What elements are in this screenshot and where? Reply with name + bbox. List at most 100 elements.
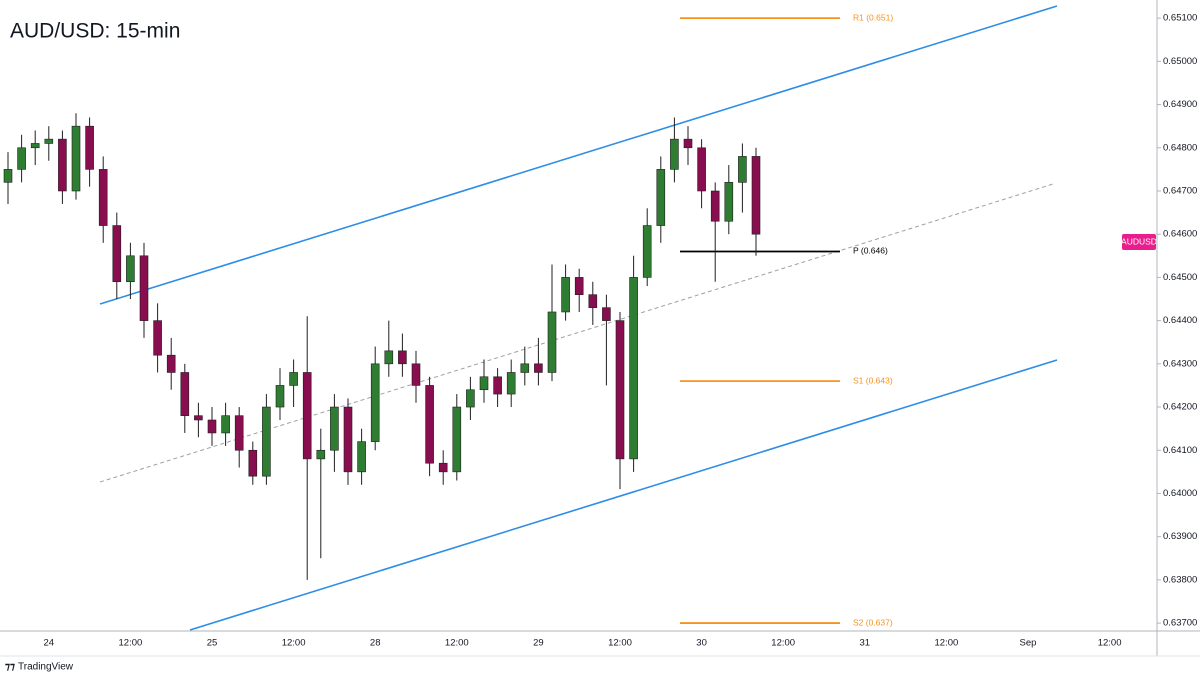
candle-body — [58, 138, 67, 192]
candle-body — [330, 406, 339, 451]
candle-body — [85, 125, 94, 170]
candle-body — [289, 372, 298, 386]
candle-body — [98, 169, 108, 226]
y-tick-label: 0.64100 — [1163, 445, 1197, 456]
candle-body — [17, 147, 26, 170]
channel-upper — [99, 5, 1058, 305]
candle-body — [452, 406, 462, 473]
candle-body — [751, 156, 761, 235]
candle-body — [343, 406, 353, 473]
candle-body — [506, 372, 516, 395]
candle-body — [656, 169, 666, 226]
candle-body — [221, 415, 230, 434]
x-tick-label: 12:00 — [119, 638, 143, 649]
x-tick-label: 12:00 — [1098, 638, 1122, 649]
pivot-label: S1 (0.643) — [853, 375, 893, 385]
symbol-tag: AUDUSD — [1121, 236, 1157, 246]
candle-body — [30, 143, 40, 149]
candle-body — [588, 294, 598, 308]
x-tick-label: 12:00 — [608, 638, 632, 649]
candle-body — [234, 415, 244, 451]
x-tick-label: 12:00 — [445, 638, 469, 649]
x-tick-label: 24 — [44, 638, 55, 649]
y-tick-label: 0.65100 — [1163, 13, 1197, 24]
y-tick-label: 0.64500 — [1163, 272, 1197, 283]
x-tick-label: 12:00 — [771, 638, 795, 649]
candle-body — [629, 277, 638, 460]
y-tick-label: 0.63700 — [1163, 618, 1197, 629]
x-tick-label: 25 — [207, 638, 218, 649]
candle-body — [738, 156, 747, 183]
candle-body — [180, 372, 190, 416]
channel-mid — [99, 183, 1054, 483]
candle-body — [724, 182, 734, 222]
candle-body — [275, 385, 285, 408]
candle-body — [520, 363, 530, 373]
candle-body — [357, 441, 366, 473]
candle-body — [615, 320, 625, 460]
candle-body — [44, 138, 54, 144]
y-tick-label: 0.64700 — [1163, 186, 1197, 197]
candle-body — [316, 449, 326, 460]
candle-body — [438, 462, 448, 473]
x-tick-label: 31 — [860, 638, 871, 649]
candle-body — [153, 320, 162, 356]
logo-mark: ⁊⁊ — [5, 662, 15, 673]
candle-body — [207, 419, 217, 434]
y-tick-label: 0.64900 — [1163, 99, 1197, 110]
x-tick-label: 29 — [533, 638, 544, 649]
candle-body — [112, 225, 122, 283]
candle-body — [602, 307, 611, 321]
candle-body — [384, 350, 394, 365]
pivot-label: P (0.646) — [853, 246, 888, 256]
y-tick-label: 0.64000 — [1163, 488, 1197, 499]
candle-body — [642, 225, 652, 278]
candle-body — [194, 415, 203, 421]
y-tick-label: 0.63800 — [1163, 574, 1197, 585]
candle-body — [398, 350, 407, 365]
candle-body — [493, 376, 502, 395]
y-tick-label: 0.65000 — [1163, 56, 1197, 67]
candle-body — [547, 311, 557, 373]
candle-body — [425, 385, 434, 464]
y-tick-label: 0.64400 — [1163, 315, 1197, 326]
candle-body — [411, 363, 421, 386]
y-tick-label: 0.64200 — [1163, 402, 1197, 413]
candle-body — [697, 147, 706, 192]
candle-body — [534, 363, 543, 373]
candle-body — [3, 169, 13, 183]
x-tick-label: Sep — [1020, 638, 1037, 649]
x-tick-label: 30 — [696, 638, 707, 649]
chart-title: AUD/USD: 15-min — [10, 20, 180, 43]
y-tick-label: 0.64600 — [1163, 229, 1197, 240]
candle-body — [71, 125, 81, 192]
candle-body — [126, 255, 135, 283]
candle-body — [166, 354, 176, 373]
candle-body — [139, 255, 149, 321]
candle-body — [479, 376, 489, 391]
pivot-label: R1 (0.651) — [853, 12, 893, 22]
y-tick-label: 0.64800 — [1163, 142, 1197, 153]
candle-body — [262, 406, 271, 477]
candle-body — [370, 363, 380, 442]
symbol-tag-bg — [1122, 234, 1156, 250]
x-tick-label: 12:00 — [282, 638, 306, 649]
pivot-label: S2 (0.637) — [853, 617, 893, 627]
candle-body — [466, 389, 475, 408]
candle-body — [302, 372, 312, 460]
channel-lower — [189, 359, 1058, 631]
y-tick-label: 0.63900 — [1163, 531, 1197, 542]
x-tick-label: 12:00 — [935, 638, 959, 649]
x-tick-label: 28 — [370, 638, 381, 649]
candle-body — [248, 449, 258, 477]
candle-body — [670, 138, 679, 170]
candle-body — [574, 277, 584, 295]
candle-body — [710, 190, 720, 222]
watermark: TradingView — [18, 662, 74, 673]
candle-body — [683, 138, 693, 149]
y-tick-label: 0.64300 — [1163, 358, 1197, 369]
candle-body — [561, 277, 570, 313]
